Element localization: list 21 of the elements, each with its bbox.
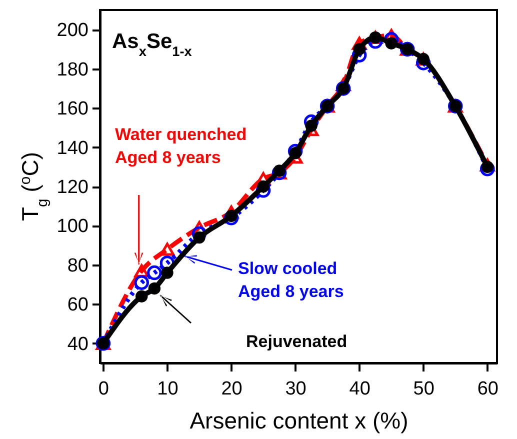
y-tick-label: 180 (56, 59, 88, 80)
annotation: Rejuvenated (246, 332, 348, 351)
x-tick-label: 0 (98, 378, 109, 400)
text: As$_{x}$Se$_{1-x}$ (112, 30, 192, 58)
x-tick-label: 10 (157, 378, 178, 400)
y-tick-label: 100 (56, 216, 88, 238)
y-tick-label: 200 (56, 20, 88, 42)
x-tick-label: 40 (349, 378, 370, 400)
y-tick-label: 40 (67, 334, 88, 355)
x-tick-label: 60 (477, 378, 498, 400)
x-tick-label: 30 (285, 378, 306, 400)
y-tick-label: 160 (56, 98, 88, 120)
annotation: Slow cooled Aged 8 years (238, 259, 344, 301)
x-tick-label: 50 (413, 378, 434, 400)
y-tick-label: 60 (67, 294, 88, 316)
y-tick-label: 80 (67, 255, 88, 276)
x-axis-title: Arsenic content x (%) (190, 408, 408, 434)
y-tick-label: 140 (56, 138, 88, 159)
y-tick-label: 120 (56, 177, 88, 198)
x-tick-label: 20 (221, 378, 242, 400)
annotation: Water quenched Aged 8 years (115, 125, 247, 167)
